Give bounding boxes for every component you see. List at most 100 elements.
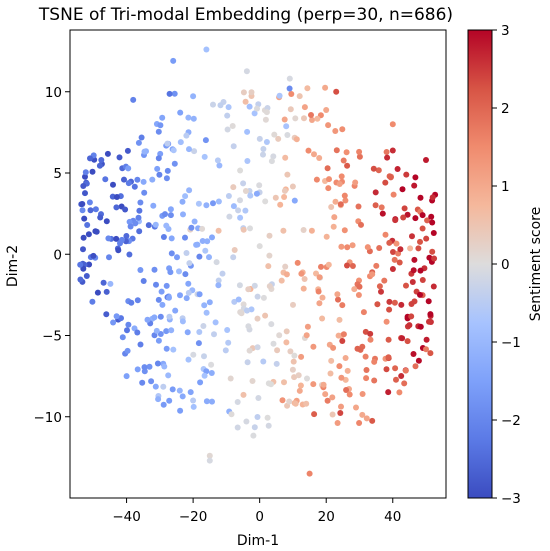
scatter-point (310, 381, 317, 388)
scatter-point (190, 93, 197, 100)
scatter-point (80, 234, 87, 241)
scatter-point (170, 147, 177, 154)
scatter-point (168, 250, 175, 257)
scatter-point (224, 112, 231, 119)
scatter-point (295, 372, 302, 379)
scatter-point (337, 410, 344, 416)
scatter-point (430, 283, 437, 290)
scatter-point (289, 183, 296, 190)
scatter-point (154, 165, 161, 172)
scatter-point (157, 313, 164, 320)
scatter-point (386, 298, 393, 305)
scatter-point (134, 297, 141, 304)
scatter-point (151, 332, 158, 339)
scatter-point (336, 363, 343, 370)
scatter-point (242, 188, 249, 194)
scatter-point (271, 131, 278, 138)
scatter-point (160, 234, 167, 240)
scatter-point (177, 139, 184, 146)
scatter-point (237, 309, 244, 316)
scatter-point (98, 157, 105, 163)
scatter-point (330, 344, 337, 351)
scatter-point (389, 121, 396, 128)
scatter-point (141, 189, 148, 196)
scatter-point (340, 157, 347, 164)
scatter-point (399, 186, 406, 193)
scatter-point (417, 238, 423, 245)
scatter-point (281, 187, 288, 194)
scatter-point (79, 201, 86, 207)
scatter-point (313, 270, 319, 277)
scatter-point (398, 373, 405, 379)
scatter-point (170, 346, 177, 353)
scatter-point (309, 117, 315, 123)
scatter-point (308, 112, 314, 118)
scatter-point (391, 299, 398, 306)
scatter-point (191, 148, 198, 155)
scatter-point (315, 288, 322, 295)
scatter-point (301, 276, 308, 282)
scatter-point (132, 220, 139, 227)
scatter-point (163, 282, 170, 289)
scatter-point (290, 301, 296, 308)
scatter-point (244, 158, 251, 164)
scatter-point (367, 336, 374, 343)
scatter-point (266, 283, 273, 290)
scatter-point (186, 146, 192, 153)
scatter-point (113, 194, 120, 200)
scatter-point (140, 178, 147, 185)
scatter-point (185, 356, 192, 363)
scatter-point (344, 162, 351, 169)
scatter-point (337, 201, 344, 208)
scatter-point (163, 345, 170, 352)
scatter-point (208, 370, 215, 376)
scatter-point (260, 294, 267, 301)
scatter-point (281, 116, 288, 123)
scatter-point (334, 420, 341, 426)
scatter-point (141, 364, 148, 371)
scatter-point (229, 123, 236, 129)
scatter-point (159, 114, 166, 121)
scatter-point (163, 222, 170, 229)
scatter-point (249, 378, 256, 384)
scatter-point (237, 214, 244, 221)
scatter-point (185, 280, 192, 287)
scatter-point (169, 386, 176, 393)
scatter-point (176, 387, 183, 394)
scatter-point (319, 315, 326, 322)
scatter-point (356, 153, 363, 160)
scatter-point (338, 403, 344, 410)
scatter-point (363, 415, 370, 422)
scatter-point (323, 107, 330, 113)
scatter-point (283, 123, 290, 130)
scatter-point (217, 102, 224, 109)
scatter-point (287, 106, 294, 113)
scatter-point (398, 301, 405, 308)
scatter-point (406, 322, 413, 329)
scatter-point (245, 323, 252, 330)
scatter-point (383, 366, 390, 373)
colorbar-label: Sentiment score (528, 207, 544, 321)
scatter-point (242, 98, 249, 105)
scatter-point (310, 343, 317, 350)
scatter-point (156, 171, 163, 178)
scatter-point (208, 361, 215, 368)
scatter-point (281, 379, 287, 386)
scatter-point (86, 261, 93, 268)
scatter-point (195, 340, 202, 347)
scatter-point (125, 180, 132, 187)
scatter-point (279, 397, 286, 404)
scatter-point (373, 262, 380, 269)
scatter-point (145, 222, 152, 229)
scatter-point (304, 323, 311, 330)
scatter-point (226, 213, 233, 220)
scatter-point (339, 302, 346, 309)
scatter-point (359, 411, 366, 418)
scatter-point (166, 90, 173, 97)
scatter-point (403, 171, 410, 178)
scatter-point (203, 309, 210, 316)
scatter-point (428, 213, 435, 220)
scatter-point (332, 198, 339, 205)
scatter-point (201, 372, 208, 379)
scatter-point (177, 109, 184, 116)
